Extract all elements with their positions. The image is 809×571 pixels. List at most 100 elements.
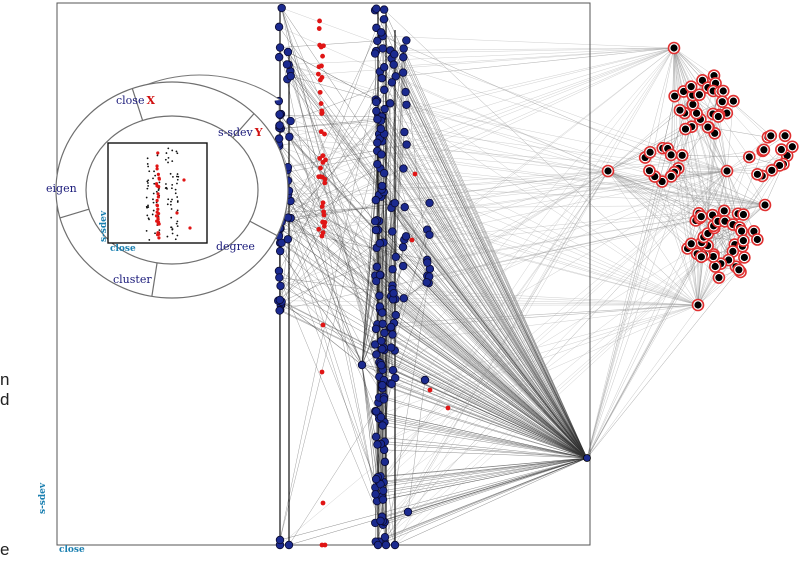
red-node xyxy=(318,90,323,95)
red-node xyxy=(316,72,321,77)
edge xyxy=(383,36,674,48)
blue-node xyxy=(373,139,381,147)
cluster-node xyxy=(694,301,701,308)
cluster-node xyxy=(720,87,727,94)
blue-node xyxy=(387,323,395,331)
red-node xyxy=(321,43,326,48)
cluster-node xyxy=(760,146,767,153)
red-node xyxy=(319,129,324,134)
blue-node xyxy=(380,396,388,404)
mini-point xyxy=(171,208,173,210)
mini-point-red xyxy=(155,184,158,187)
cluster-node xyxy=(647,149,654,156)
mini-point xyxy=(170,201,172,203)
blue-node xyxy=(423,259,431,267)
mini-point xyxy=(146,188,148,190)
mini-point-red xyxy=(156,231,159,234)
blue-node xyxy=(277,282,285,290)
blue-node xyxy=(378,182,386,190)
cluster-node xyxy=(646,167,653,174)
blue-node xyxy=(404,508,412,516)
red-node xyxy=(321,501,326,506)
cluster-node xyxy=(729,248,736,255)
edge xyxy=(587,270,739,458)
mini-point xyxy=(148,170,150,172)
mini-point-red xyxy=(156,199,159,202)
blue-node xyxy=(392,253,400,261)
cluster-node xyxy=(689,101,696,108)
blue-node xyxy=(403,141,411,149)
mini-point xyxy=(146,180,148,182)
blue-node xyxy=(386,100,394,108)
red-node xyxy=(320,234,325,239)
mini-point xyxy=(153,170,155,172)
blue-node xyxy=(374,541,382,549)
mini-point xyxy=(171,160,173,162)
mini-point xyxy=(165,183,167,185)
mini-point xyxy=(154,232,156,234)
blue-node xyxy=(401,203,409,211)
mini-point xyxy=(172,176,174,178)
menu-item-cluster[interactable]: cluster xyxy=(113,273,152,286)
mini-point xyxy=(153,193,155,195)
mini-point xyxy=(172,233,174,235)
mini-point xyxy=(171,199,173,201)
mini-point xyxy=(170,217,172,219)
mini-point xyxy=(166,187,168,189)
mini-point xyxy=(176,196,178,198)
mini-point xyxy=(167,198,169,200)
blue-node xyxy=(372,325,380,333)
cluster-node xyxy=(741,254,748,261)
blue-node xyxy=(399,262,407,270)
mini-point xyxy=(171,229,173,231)
cluster-node xyxy=(740,211,747,218)
mini-point xyxy=(157,155,159,157)
blue-node xyxy=(379,496,387,504)
blue-node xyxy=(376,239,384,247)
blue-node xyxy=(284,48,292,56)
blue-node xyxy=(276,44,284,52)
edge xyxy=(282,8,383,388)
blue-node xyxy=(276,274,284,282)
blue-node xyxy=(378,361,386,369)
mini-point xyxy=(147,205,149,207)
edge xyxy=(289,397,384,545)
blue-node xyxy=(400,165,408,173)
red-node xyxy=(319,64,324,69)
mini-point xyxy=(147,182,149,184)
menu-item-degree[interactable]: degree xyxy=(216,240,255,253)
blue-node xyxy=(372,475,380,483)
mini-point xyxy=(148,239,150,241)
red-node xyxy=(320,54,325,59)
blue-node xyxy=(399,69,407,77)
mini-point xyxy=(176,151,178,153)
red-node xyxy=(321,200,326,205)
red-node xyxy=(322,213,327,218)
red-node xyxy=(318,78,323,83)
cluster-node xyxy=(723,167,730,174)
red-node xyxy=(317,26,322,31)
cluster-node xyxy=(710,253,717,260)
blue-node xyxy=(402,88,410,96)
blue-node xyxy=(372,408,380,416)
edge xyxy=(278,48,674,233)
blue-node xyxy=(276,307,284,315)
mini-point xyxy=(171,187,173,189)
blue-node xyxy=(276,111,284,119)
mini-point xyxy=(146,230,148,232)
menu-item-eigen[interactable]: eigen xyxy=(46,182,77,195)
blue-node xyxy=(372,490,380,498)
cluster-node xyxy=(688,83,695,90)
mini-point xyxy=(170,204,172,206)
mini-point xyxy=(175,189,177,191)
edge xyxy=(587,182,662,458)
blue-node xyxy=(380,169,388,177)
red-node xyxy=(319,108,324,113)
cluster-node xyxy=(719,98,726,105)
cluster-node xyxy=(682,125,689,132)
hub-node xyxy=(584,455,591,462)
mini-point-red xyxy=(156,192,159,195)
